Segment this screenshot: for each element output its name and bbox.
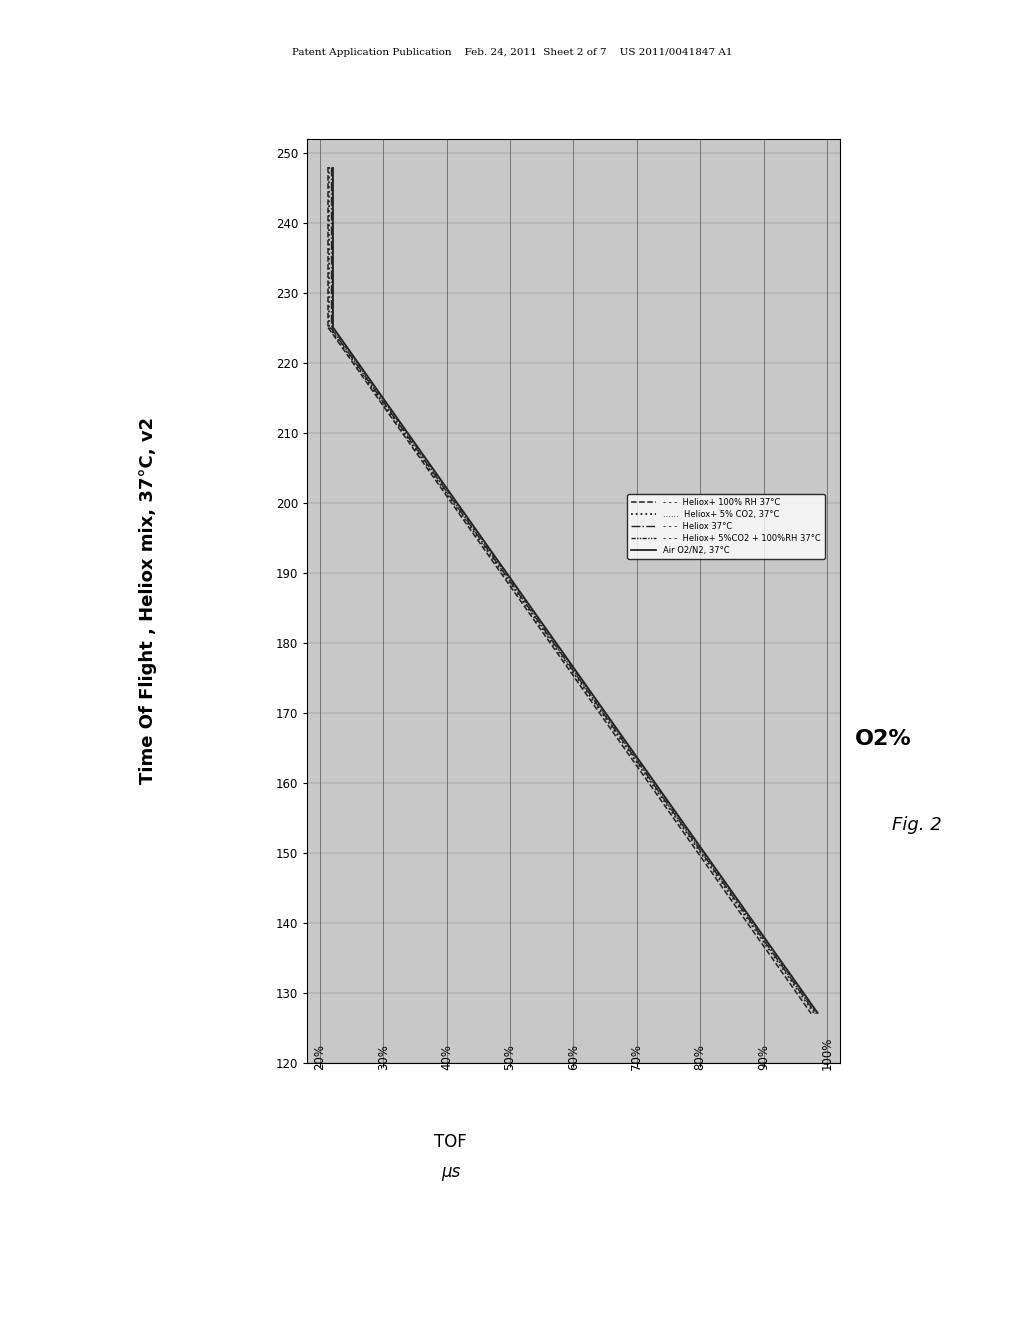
Text: TOF: TOF [434,1133,467,1151]
Legend: - - -  Heliox+ 100% RH 37°C, ......  Heliox+ 5% CO2, 37°C, - - -  Heliox 37°C, -: - - - Heliox+ 100% RH 37°C, ...... Helio… [627,494,825,558]
Text: Patent Application Publication    Feb. 24, 2011  Sheet 2 of 7    US 2011/0041847: Patent Application Publication Feb. 24, … [292,48,732,57]
Text: Fig. 2: Fig. 2 [892,816,941,834]
Text: O2%: O2% [855,729,912,750]
Text: Time Of Flight , Heliox mix, 37°C, v2: Time Of Flight , Heliox mix, 37°C, v2 [139,417,158,784]
Text: μs: μs [441,1163,460,1181]
